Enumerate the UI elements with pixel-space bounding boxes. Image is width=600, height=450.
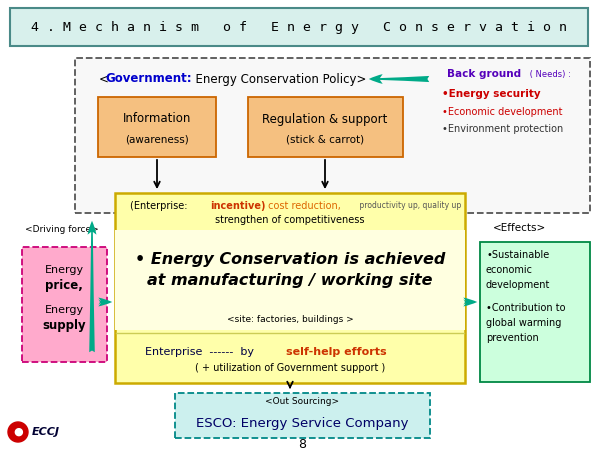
FancyBboxPatch shape bbox=[115, 193, 465, 383]
Text: productivity up, quality up: productivity up, quality up bbox=[357, 202, 461, 211]
Text: <site: factories, buildings >: <site: factories, buildings > bbox=[227, 315, 353, 324]
Text: global warming: global warming bbox=[486, 318, 562, 328]
Text: •Energy security: •Energy security bbox=[442, 89, 541, 99]
FancyBboxPatch shape bbox=[10, 8, 588, 46]
Text: <: < bbox=[99, 72, 109, 86]
Text: economic: economic bbox=[486, 265, 533, 275]
FancyBboxPatch shape bbox=[98, 97, 216, 157]
Text: ( + utilization of Government support ): ( + utilization of Government support ) bbox=[195, 363, 385, 373]
FancyBboxPatch shape bbox=[75, 58, 590, 213]
Text: •Environment protection: •Environment protection bbox=[442, 124, 563, 134]
Text: self-help efforts: self-help efforts bbox=[286, 347, 386, 357]
Text: cost reduction,: cost reduction, bbox=[265, 201, 341, 211]
Text: <Effects>: <Effects> bbox=[493, 223, 545, 233]
Text: •Economic development: •Economic development bbox=[442, 107, 563, 117]
Text: ECCJ: ECCJ bbox=[32, 427, 60, 437]
FancyBboxPatch shape bbox=[175, 393, 430, 438]
Text: supply: supply bbox=[42, 320, 86, 333]
Text: Enterprise  ------  by: Enterprise ------ by bbox=[145, 347, 257, 357]
Text: prevention: prevention bbox=[486, 333, 539, 343]
Text: strengthen of competitiveness: strengthen of competitiveness bbox=[215, 215, 365, 225]
Text: •Contribution to: •Contribution to bbox=[486, 303, 566, 313]
Text: Government:: Government: bbox=[105, 72, 191, 86]
Text: Energy: Energy bbox=[44, 305, 83, 315]
Text: (stick & carrot): (stick & carrot) bbox=[286, 134, 364, 144]
FancyBboxPatch shape bbox=[22, 247, 107, 362]
Text: • Energy Conservation is achieved
at manufacturing / working site: • Energy Conservation is achieved at man… bbox=[135, 252, 445, 288]
Text: incentive): incentive) bbox=[210, 201, 265, 211]
Text: Information: Information bbox=[123, 112, 191, 126]
Text: Regulation & support: Regulation & support bbox=[262, 112, 388, 126]
Text: ( Needs) :: ( Needs) : bbox=[527, 69, 571, 78]
Text: ESCO: Energy Service Company: ESCO: Energy Service Company bbox=[196, 417, 408, 429]
Text: Back ground: Back ground bbox=[447, 69, 521, 79]
Text: ●: ● bbox=[13, 427, 23, 437]
Text: price,: price, bbox=[45, 279, 83, 292]
Text: 4 . M e c h a n i s m   o f   E n e r g y   C o n s e r v a t i o n: 4 . M e c h a n i s m o f E n e r g y C … bbox=[31, 21, 567, 33]
Text: •Sustainable: •Sustainable bbox=[486, 250, 549, 260]
FancyBboxPatch shape bbox=[115, 230, 465, 330]
Text: <Out Sourcing>: <Out Sourcing> bbox=[265, 396, 339, 405]
Text: Energy: Energy bbox=[44, 265, 83, 275]
Text: <Driving force>: <Driving force> bbox=[25, 225, 99, 234]
Text: 8: 8 bbox=[298, 437, 306, 450]
Text: Energy Conservation Policy>: Energy Conservation Policy> bbox=[188, 72, 367, 86]
Text: development: development bbox=[486, 280, 550, 290]
Circle shape bbox=[8, 422, 28, 442]
Text: (awareness): (awareness) bbox=[125, 134, 189, 144]
Text: (Enterprise:: (Enterprise: bbox=[130, 201, 191, 211]
FancyBboxPatch shape bbox=[248, 97, 403, 157]
FancyBboxPatch shape bbox=[480, 242, 590, 382]
